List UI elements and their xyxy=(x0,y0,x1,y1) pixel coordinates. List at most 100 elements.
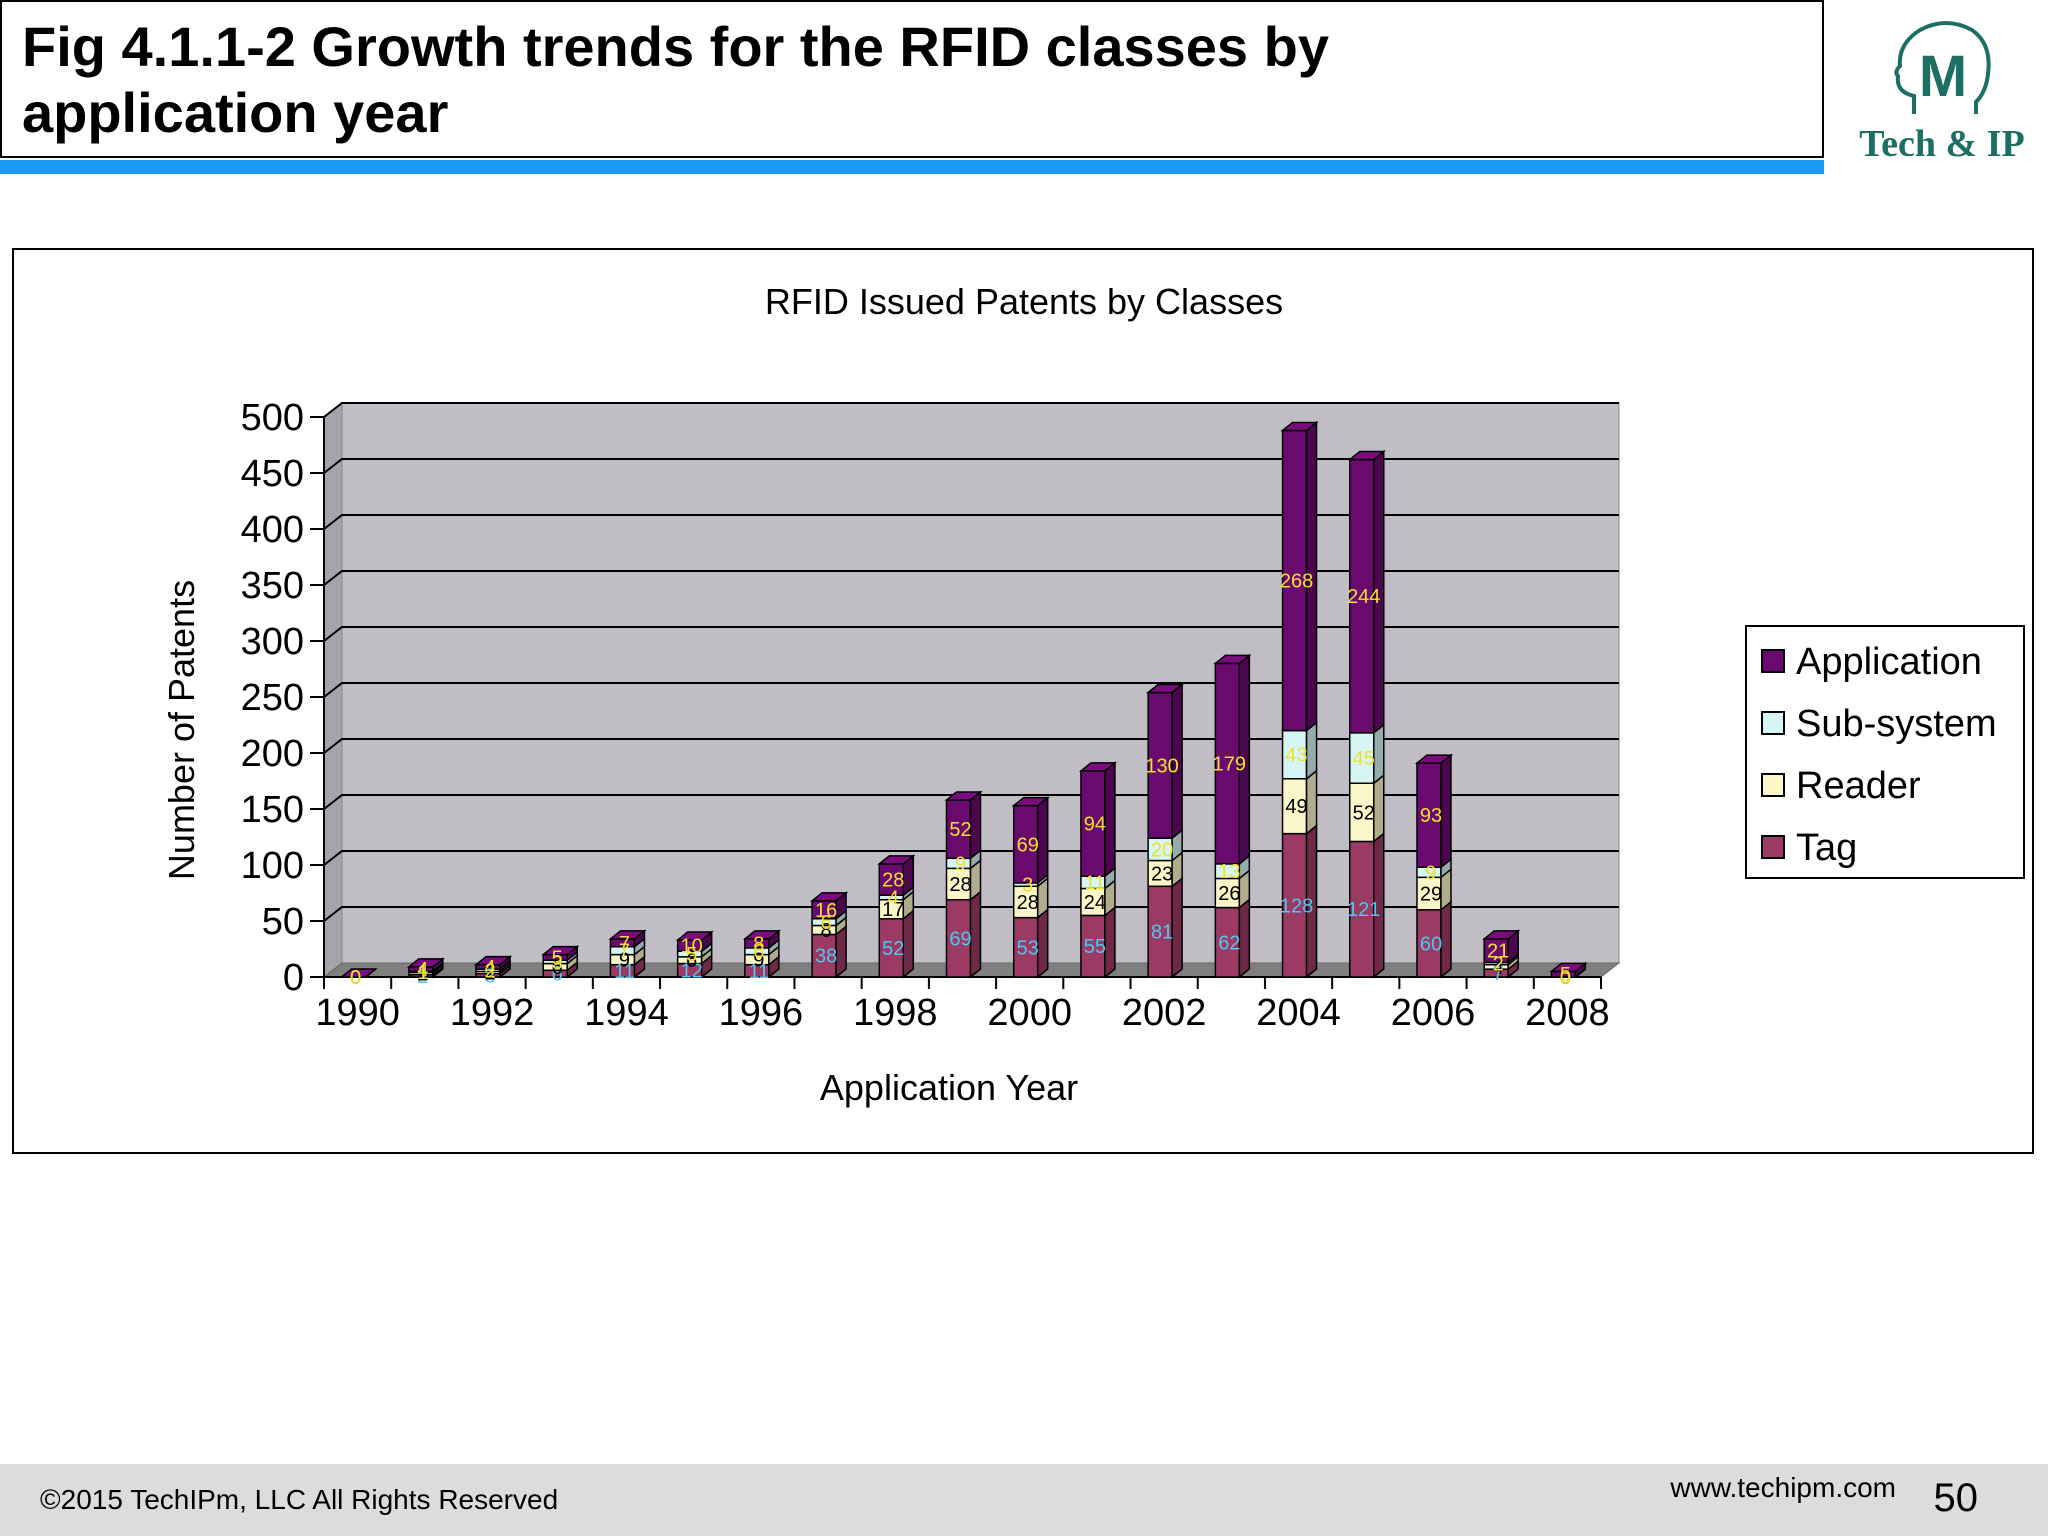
gridline xyxy=(323,738,1619,754)
bar-segment-reader-side xyxy=(1305,769,1318,836)
data-label: 0 xyxy=(350,967,361,989)
bar-segment-application-side xyxy=(1440,753,1452,869)
data-label: 0 xyxy=(350,967,361,989)
bar-top xyxy=(1549,962,1588,973)
bar-segment-reader xyxy=(1416,876,1442,911)
data-label: 2 xyxy=(417,964,428,986)
data-label: 62 xyxy=(1218,932,1240,954)
data-label: 3 xyxy=(1022,875,1033,897)
gridline xyxy=(323,458,1619,474)
data-label: 179 xyxy=(1213,754,1246,776)
data-label: 5 xyxy=(686,944,697,966)
y-axis-label: Number of Patents xyxy=(161,580,202,880)
data-label: 7 xyxy=(1493,963,1504,985)
data-label: 10 xyxy=(681,936,703,958)
data-label: 53 xyxy=(1017,937,1039,959)
data-label: 9 xyxy=(753,950,764,972)
x-tick-label: 2006 xyxy=(1391,992,1476,1034)
data-label: 52 xyxy=(1353,802,1375,824)
data-label: 81 xyxy=(1151,922,1173,944)
bar-segment-application xyxy=(1416,762,1442,868)
bar-segment-reader xyxy=(1214,877,1241,909)
data-label: 60 xyxy=(1420,933,1442,955)
data-label: 128 xyxy=(1280,895,1313,917)
data-label: 9 xyxy=(1425,862,1436,884)
data-label: 6 xyxy=(686,950,697,972)
logo-letter: M xyxy=(1919,44,1967,109)
data-label: 8 xyxy=(821,920,832,942)
gridline xyxy=(323,906,1619,922)
data-label: 20 xyxy=(1151,839,1173,861)
bar-top xyxy=(809,892,849,902)
data-label: 2 xyxy=(1493,954,1504,976)
bar-segment-application-side xyxy=(1036,796,1049,885)
data-label: 69 xyxy=(1017,834,1039,856)
bar-top xyxy=(944,791,983,801)
x-tick-label: 1992 xyxy=(450,992,535,1034)
chart-title: RFID Issued Patents by Classes xyxy=(765,281,1283,322)
data-label: 49 xyxy=(1285,796,1307,818)
bar-segment-application xyxy=(1147,691,1173,839)
data-label: 6 xyxy=(552,964,563,986)
data-label: 121 xyxy=(1347,899,1380,921)
data-label: 130 xyxy=(1145,755,1178,777)
data-label: 93 xyxy=(1420,805,1442,827)
data-label: 24 xyxy=(1084,892,1106,914)
bar-segment-tag-side xyxy=(1440,900,1452,979)
y-tick-label: 450 xyxy=(241,453,304,495)
bar-top xyxy=(877,855,916,865)
bar-segment-reader-side xyxy=(1373,773,1385,844)
bar-segment-application-side xyxy=(1104,761,1116,878)
data-label: 11 xyxy=(748,961,769,983)
data-label: 55 xyxy=(1084,936,1106,958)
bar-segment-reader xyxy=(1080,887,1106,917)
bar-segment-subsystem-side xyxy=(1373,723,1385,785)
gridline xyxy=(323,794,1619,810)
legend-label: Application xyxy=(1796,641,1982,683)
data-label: 11 xyxy=(614,961,635,983)
page-number: 50 xyxy=(1933,1476,1979,1520)
chart-legend: Application Sub-system Reader Tag xyxy=(1745,625,2025,879)
slide-title-line1: Fig 4.1.1-2 Growth trends for the RFID c… xyxy=(22,15,1329,78)
data-label: 2 xyxy=(484,963,495,985)
data-label: 4 xyxy=(888,887,899,909)
data-label: 268 xyxy=(1280,571,1313,593)
data-label: 12 xyxy=(681,960,703,982)
data-label: 28 xyxy=(882,870,904,892)
x-tick-label: 2008 xyxy=(1525,992,1610,1034)
data-label: 52 xyxy=(949,819,971,841)
data-label: 3 xyxy=(552,952,563,974)
y-tick-label: 400 xyxy=(241,509,304,551)
data-label: 4 xyxy=(417,959,428,981)
bar-top xyxy=(406,958,445,968)
bar-top xyxy=(608,930,647,940)
slide-title-box: Fig 4.1.1-2 Growth trends for the RFID c… xyxy=(0,0,1824,158)
data-label: 6 xyxy=(753,941,764,963)
data-label: 52 xyxy=(882,938,904,960)
data-label: 38 xyxy=(815,946,837,968)
data-label: 17 xyxy=(882,899,904,921)
footer-url: www.techipm.com xyxy=(1670,1472,1896,1503)
techip-logo: M Tech & IP xyxy=(1836,14,2048,174)
y-tick-label: 150 xyxy=(241,789,304,831)
data-label: 8 xyxy=(753,933,764,955)
data-label: 26 xyxy=(1218,883,1240,905)
data-label: 7 xyxy=(619,941,630,963)
bar-segment-reader xyxy=(945,867,972,901)
footer: ©2015 TechIPm, LLC All Rights Reserved w… xyxy=(0,1464,2048,1536)
slide-title-line2: application year xyxy=(22,81,449,144)
data-label: 6 xyxy=(552,957,563,979)
data-label: 9 xyxy=(619,950,630,972)
y-tick-label: 350 xyxy=(241,565,304,607)
data-label: 6 xyxy=(821,912,832,934)
legend-swatch xyxy=(1761,835,1785,859)
data-label: 9 xyxy=(955,853,966,875)
data-label: 5 xyxy=(1560,964,1571,986)
gridline xyxy=(323,402,1619,418)
data-label: 0 xyxy=(1560,967,1571,989)
bar-segment-tag-side xyxy=(1171,876,1183,979)
bar-segment-reader xyxy=(1012,885,1039,919)
y-tick-label: 300 xyxy=(241,621,304,663)
bar-segment-tag xyxy=(945,898,972,978)
